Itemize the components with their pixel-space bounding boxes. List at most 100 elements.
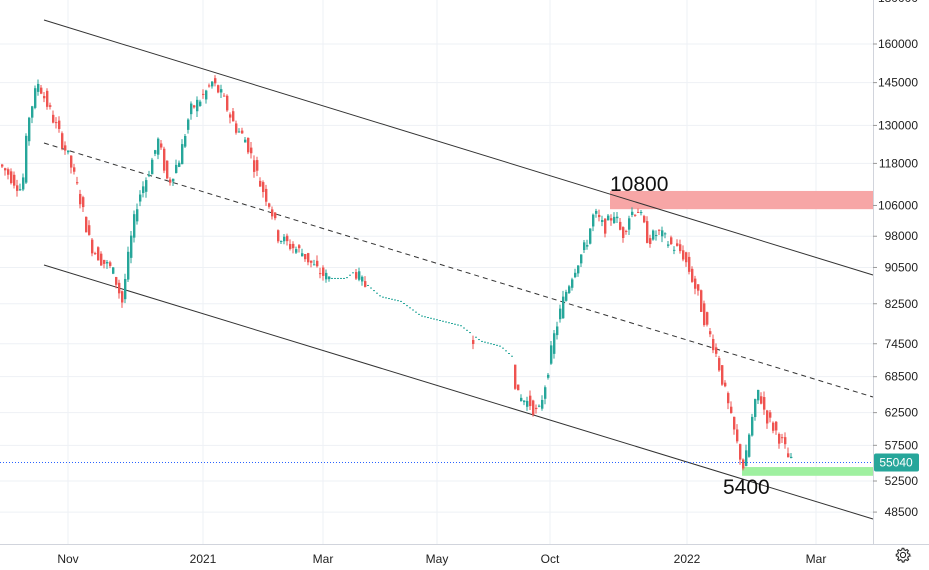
candle-body — [589, 228, 592, 244]
candle-body — [226, 95, 229, 111]
candle-body — [769, 412, 772, 418]
price-tick-label: 160000 — [878, 37, 918, 51]
candle-body — [34, 88, 37, 108]
price-tick-label: 62500 — [885, 406, 919, 420]
candle-body — [736, 429, 739, 442]
candle-body — [727, 393, 730, 404]
candle-body — [583, 242, 586, 251]
candle-body — [166, 160, 169, 179]
candle-body — [94, 253, 97, 255]
candle-body — [181, 144, 184, 165]
candle-body — [532, 400, 535, 415]
candle-body — [676, 243, 679, 246]
price-tick-label: 82500 — [885, 297, 919, 311]
candle-body — [298, 245, 301, 249]
candle-body — [193, 105, 196, 108]
candle-body — [16, 185, 19, 191]
candle-body — [7, 169, 10, 175]
candle-body — [541, 399, 544, 409]
candle-body — [13, 174, 16, 186]
candle-body — [124, 279, 127, 300]
candle-body — [259, 180, 262, 187]
candle-body — [658, 229, 661, 231]
price-tick-label: 90500 — [885, 260, 919, 274]
candle-body — [526, 400, 529, 407]
candle-body — [673, 249, 676, 251]
candle-body — [571, 279, 574, 288]
candle-body — [292, 243, 295, 249]
candle-body — [694, 278, 697, 289]
candle-body — [328, 276, 331, 280]
candle-body — [646, 221, 649, 243]
candle-body — [172, 178, 175, 182]
candle-body — [316, 260, 319, 267]
candle-body — [670, 237, 673, 245]
candle-body — [691, 268, 694, 282]
candle-body — [283, 236, 286, 242]
last-price-badge-bg — [874, 453, 919, 472]
candle-body — [301, 253, 304, 257]
candle-body — [289, 243, 292, 249]
candle-body — [607, 215, 610, 221]
candle-body — [574, 272, 577, 278]
candle-body — [280, 241, 283, 243]
candle-body — [679, 244, 682, 252]
candle-body — [655, 235, 658, 237]
candle-body — [46, 90, 49, 107]
candle-body — [268, 203, 271, 207]
candle-body — [205, 90, 208, 100]
candle-body — [271, 209, 274, 217]
candle-body — [154, 150, 157, 154]
price-tick-label: 74500 — [885, 337, 919, 351]
candle-body — [4, 168, 7, 171]
candle-body — [580, 254, 583, 264]
price-axis[interactable]: 48500 52500 57500 62500 68500 74500 82500 90500… — [873, 0, 918, 544]
price-zones — [610, 190, 873, 476]
candle-body — [109, 262, 112, 266]
candle-body — [781, 437, 784, 439]
price-tick-label: 48500 — [885, 505, 919, 519]
candle-body — [577, 265, 580, 274]
time-tick-label: Nov — [57, 552, 78, 566]
candle-body — [277, 230, 280, 242]
candle-body — [325, 272, 328, 280]
candle-body — [751, 416, 754, 436]
candle-body — [472, 339, 475, 345]
candle-body — [67, 150, 70, 153]
candle-body — [688, 256, 691, 272]
candle-body — [547, 374, 550, 378]
candle-body — [616, 216, 619, 219]
price-tick-label: 118000 — [879, 156, 918, 170]
channel-upper-line — [43, 19, 874, 276]
time-tick-label: 2022 — [674, 552, 701, 566]
last-price-value: 55040 — [879, 455, 913, 469]
candle-body — [628, 218, 631, 230]
candle-body — [637, 211, 640, 213]
candle-body — [313, 264, 316, 266]
candle-body — [223, 95, 226, 97]
candle-body — [559, 308, 562, 320]
candle-body — [745, 450, 748, 467]
candle-body — [667, 244, 670, 246]
candle-body — [214, 78, 217, 84]
candle-body — [760, 396, 763, 404]
candle-body — [88, 225, 91, 235]
candle-body — [307, 253, 310, 263]
candle-body — [250, 147, 253, 154]
gear-icon[interactable] — [894, 546, 912, 564]
candle-body — [202, 93, 205, 95]
candle-body — [118, 282, 121, 294]
candle-body — [208, 85, 211, 87]
time-axis[interactable]: Nov 2021 Mar May Oct 2022 Mar — [0, 544, 929, 567]
candle-body — [241, 130, 244, 134]
candle-body — [10, 171, 13, 184]
candle-body — [58, 120, 61, 129]
candle-body — [514, 364, 517, 389]
candle-body — [100, 253, 103, 266]
candle-body — [682, 250, 685, 260]
candlestick-series — [1, 75, 793, 471]
candle-body — [733, 416, 736, 430]
candle-body — [661, 230, 664, 237]
candle-body — [169, 179, 172, 183]
